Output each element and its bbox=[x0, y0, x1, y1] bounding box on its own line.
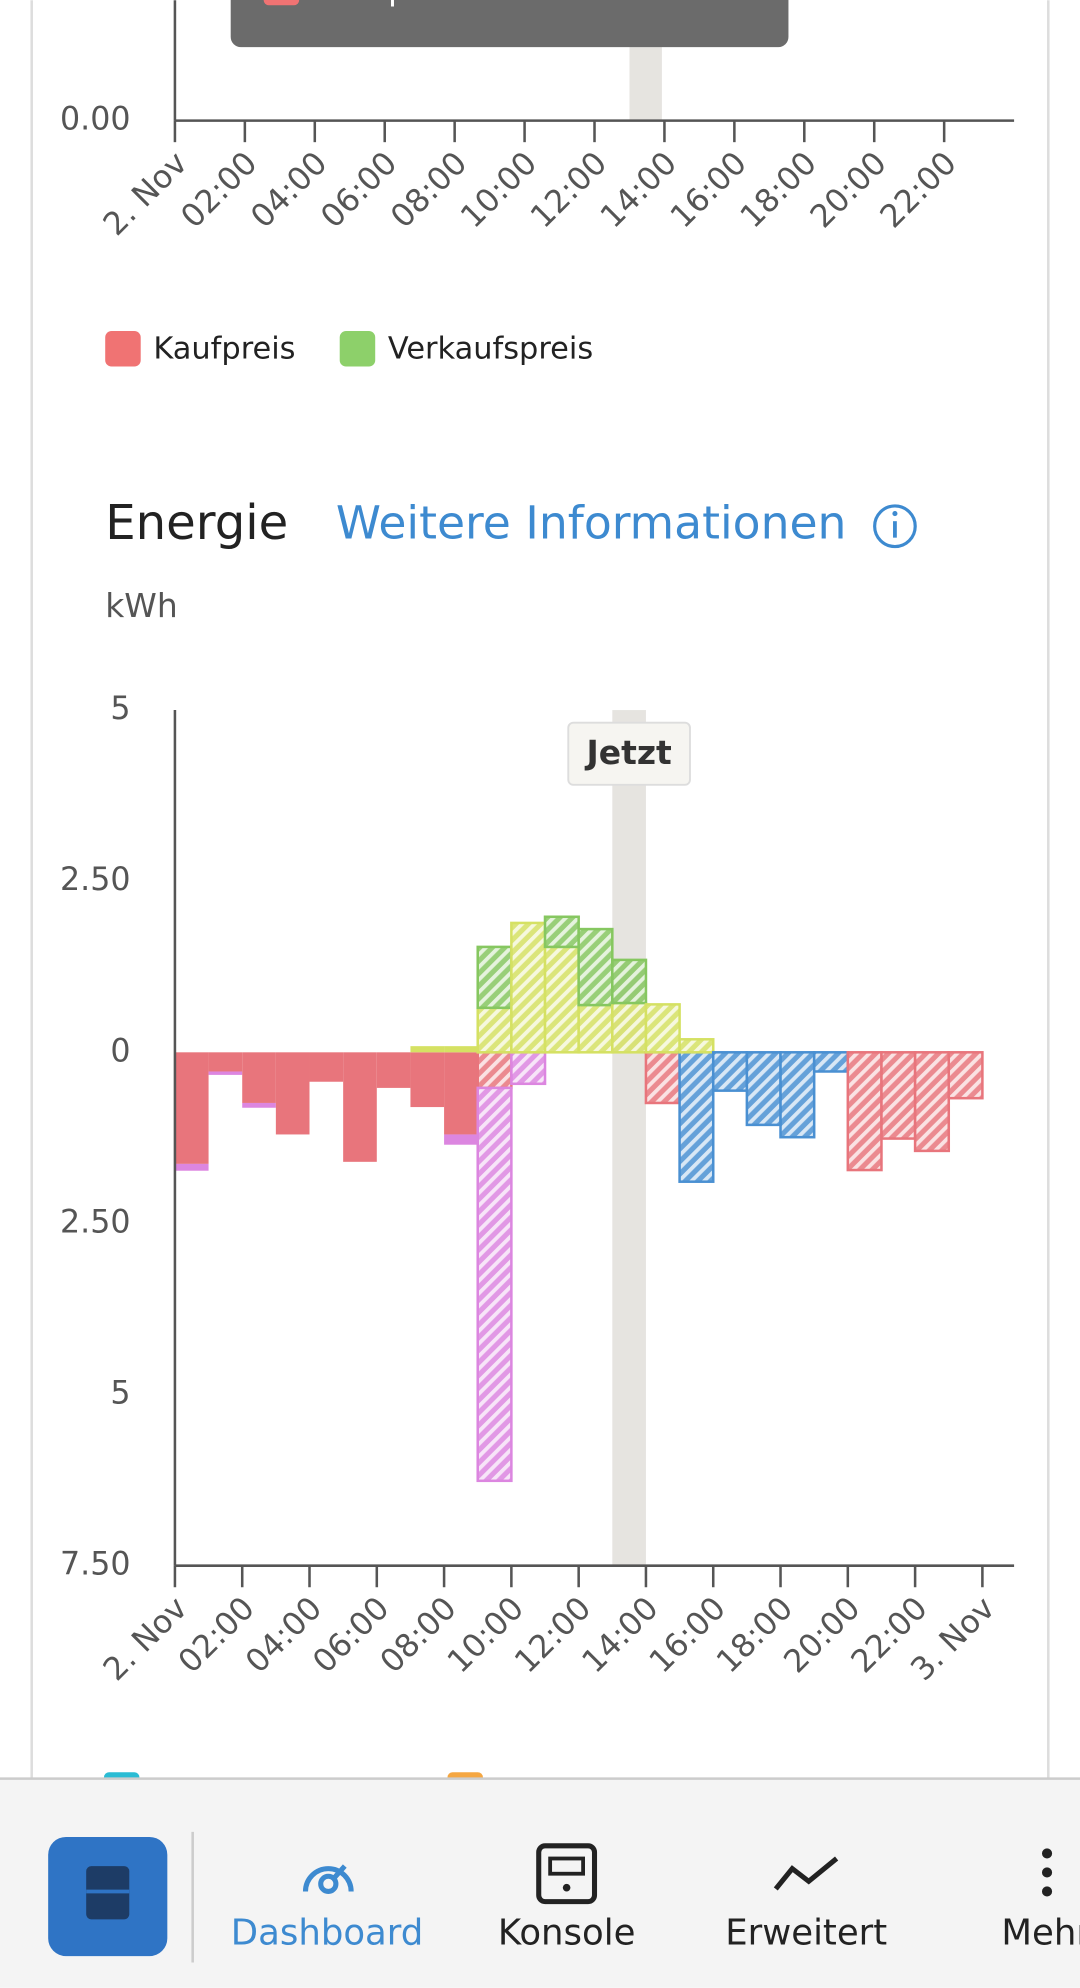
x-tick-label: 18:00 bbox=[734, 145, 824, 235]
hatch-overlay bbox=[478, 1009, 511, 1052]
bar bbox=[208, 1071, 243, 1075]
bar bbox=[444, 1134, 478, 1145]
bar bbox=[410, 1046, 445, 1053]
bar bbox=[309, 1052, 344, 1082]
x-tick-label: 14:00 bbox=[594, 145, 684, 235]
hatch-overlay bbox=[849, 1053, 881, 1169]
tooltip-swatch bbox=[263, 0, 300, 6]
y-tick-label: 0 bbox=[110, 1033, 130, 1069]
nav-item[interactable]: Erweitert bbox=[725, 1913, 887, 1954]
x-tick-label: 06:00 bbox=[314, 145, 404, 235]
x-tick-label: 04:00 bbox=[239, 1590, 329, 1680]
hatch-overlay bbox=[714, 1053, 746, 1090]
x-tick-label: 16:00 bbox=[643, 1590, 733, 1680]
x-tick-label: 12:00 bbox=[508, 1590, 598, 1680]
x-tick-label: 02:00 bbox=[172, 1590, 262, 1680]
hatch-overlay bbox=[478, 948, 511, 1007]
hatch-overlay bbox=[781, 1053, 813, 1136]
x-tick-label: 06:00 bbox=[306, 1590, 396, 1680]
y-tick-label: 0.00 bbox=[60, 102, 131, 138]
x-tick-label: 08:00 bbox=[374, 1590, 464, 1680]
hatch-overlay bbox=[680, 1053, 712, 1181]
y-tick-label: 2.50 bbox=[60, 1204, 131, 1240]
nav-item[interactable]: Konsole bbox=[498, 1913, 636, 1954]
energy-chart: 5 2.50 0 2.50 5 7.50 2. Nov02:0004:0006:0008:0… bbox=[60, 691, 1015, 1688]
section-title: Energie bbox=[105, 495, 288, 551]
tooltip-value: € 0.2062 bbox=[609, 0, 756, 8]
bar bbox=[174, 1052, 209, 1164]
bar bbox=[242, 1052, 276, 1103]
x-tick-label: 16:00 bbox=[664, 145, 754, 235]
hatch-overlay bbox=[748, 1053, 780, 1124]
bar bbox=[242, 1102, 276, 1108]
x-tick-label: 18:00 bbox=[710, 1590, 800, 1680]
hatch-overlay bbox=[647, 1005, 679, 1052]
hatch-overlay bbox=[546, 948, 578, 1052]
now-label-box bbox=[567, 721, 691, 786]
bar bbox=[410, 1052, 445, 1108]
bar bbox=[343, 1052, 377, 1162]
hatch-overlay bbox=[512, 1053, 544, 1083]
hatch-overlay bbox=[546, 918, 578, 946]
x-tick-label: 22:00 bbox=[874, 145, 964, 235]
x-tick-label: 02:00 bbox=[174, 145, 264, 235]
x-tick-label: 08:00 bbox=[384, 145, 474, 235]
x-tick-label: 12:00 bbox=[524, 145, 614, 235]
x-tick-label: 14:00 bbox=[576, 1590, 666, 1680]
legend-label: Kaufpreis bbox=[153, 332, 295, 367]
bar bbox=[376, 1052, 411, 1088]
tooltip bbox=[230, 0, 789, 48]
nav-item[interactable]: Dashboard bbox=[231, 1913, 424, 1954]
x-tick-label: 04:00 bbox=[244, 145, 334, 235]
bar bbox=[174, 1163, 209, 1171]
bar bbox=[444, 1052, 478, 1135]
hatch-overlay bbox=[916, 1053, 948, 1150]
x-tick-label: 10:00 bbox=[441, 1590, 531, 1680]
info-icon[interactable] bbox=[873, 504, 917, 549]
y-tick-label: 7.50 bbox=[60, 1547, 131, 1583]
x-tick-label: 2. Nov bbox=[97, 145, 195, 243]
hatch-overlay bbox=[882, 1053, 914, 1138]
x-tick-label: 2. Nov bbox=[97, 1590, 195, 1688]
hatch-overlay bbox=[512, 924, 544, 1052]
unit-label: kWh bbox=[105, 586, 178, 625]
legend-label: Verkaufspreis bbox=[388, 332, 593, 367]
hatch-overlay bbox=[478, 1053, 511, 1087]
hatch-overlay bbox=[680, 1040, 712, 1052]
bar bbox=[275, 1052, 310, 1135]
now-band bbox=[612, 710, 646, 1566]
info-link[interactable]: Weitere Informationen bbox=[336, 497, 847, 550]
now-label: Jetzt bbox=[584, 733, 671, 772]
y-tick-label: 5 bbox=[110, 691, 130, 727]
price-chart: Kaufpreis € 0.2062 0.00 2. Nov02:0004:0006:… bbox=[60, 0, 1015, 367]
nav-item[interactable]: Mehr bbox=[1001, 1913, 1080, 1954]
hatch-overlay bbox=[950, 1053, 982, 1097]
hatch-overlay bbox=[815, 1053, 847, 1071]
y-tick-label: 2.50 bbox=[60, 862, 131, 898]
bottom-nav bbox=[0, 1777, 1080, 1988]
x-tick-label: 10:00 bbox=[454, 145, 544, 235]
tooltip-label: Kaufpreis bbox=[314, 0, 468, 8]
bar bbox=[444, 1046, 478, 1053]
legend-swatch bbox=[105, 331, 141, 367]
x-tick-label: 20:00 bbox=[804, 145, 894, 235]
hatch-overlay bbox=[613, 1004, 645, 1052]
x-tick-label: 20:00 bbox=[777, 1590, 867, 1680]
legend-swatch bbox=[339, 331, 376, 367]
bar bbox=[208, 1052, 243, 1072]
hatch-overlay bbox=[647, 1053, 679, 1102]
hatch-overlay bbox=[478, 1089, 511, 1480]
hatch-overlay bbox=[579, 930, 612, 1004]
hatch-overlay bbox=[613, 961, 645, 1002]
hatch-overlay bbox=[579, 1006, 612, 1052]
y-tick-label: 5 bbox=[110, 1376, 130, 1412]
